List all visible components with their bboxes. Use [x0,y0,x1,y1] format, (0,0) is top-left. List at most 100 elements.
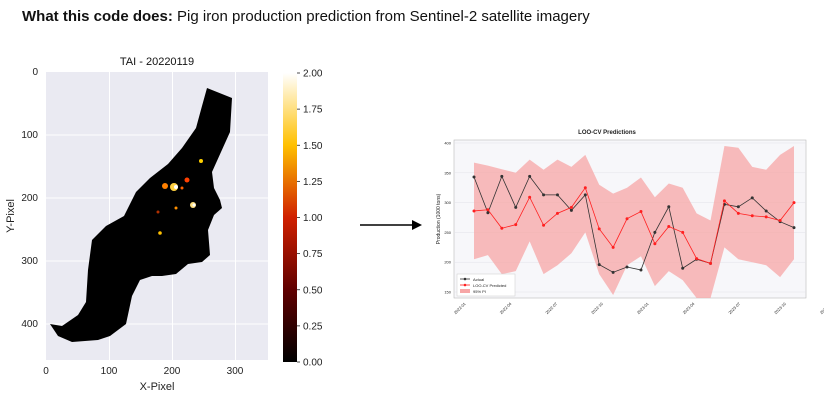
description-label: What this code does: [22,8,173,25]
legend-predicted: LOO-CV Predicted [473,283,506,288]
chart-y-tick: 300 [444,200,451,205]
chart-y-axis-label: Production (1000 tons) [436,193,442,244]
predicted-point [542,223,546,227]
heatmap-figure: TAI - 20220119 [0,40,360,400]
predicted-point [667,224,671,228]
predicted-point [514,223,518,227]
chart-y-tick: 250 [444,230,451,235]
predicted-point [597,227,601,231]
colorbar-tick: 1.25 [303,177,323,188]
loo-cv-chart-svg: LOO-CV Predictions 150 200 250 300 350 400 202… [436,130,824,315]
chart-x-tick: 2024-01 [819,301,824,315]
predicted-point [472,209,476,213]
actual-point [597,263,601,267]
legend-actual: Actual [473,277,484,282]
actual-point [667,205,671,209]
actual-point [514,205,518,209]
predicted-point [750,214,754,218]
y-tick: 200 [21,193,38,204]
heatmap-title: TAI - 20220119 [119,56,195,68]
description-heading: What this code does: Pig iron production… [22,7,590,27]
colorbar-tick: 0.25 [303,321,323,332]
prediction-interval-band [474,145,794,298]
colorbar-tick: 1.00 [303,213,323,224]
predicted-point [500,226,504,230]
predicted-point [722,199,726,203]
colorbar-tick: 1.50 [303,141,323,152]
y-tick: 0 [32,67,38,78]
predicted-point [709,261,713,265]
actual-point [500,174,504,178]
x-tick: 200 [164,366,181,377]
y-tick: 400 [21,319,38,330]
predicted-point [611,245,615,249]
predicted-point [639,210,643,214]
heatmap-svg: 0 100 200 300 0 100 200 300 400 X-Pixel … [5,67,323,393]
colorbar-tick: 1.75 [303,105,323,116]
chart-y-tick: 350 [444,170,451,175]
x-tick: 100 [101,366,118,377]
chart-x-tick: 2022-10 [590,301,604,315]
chart-x-tick: 2023-07 [727,301,741,315]
predicted-series-line [473,186,795,264]
actual-series-line [473,175,795,273]
site-mask [50,88,232,342]
colorbar-tick: 0.50 [303,285,323,296]
colorbar-tick: 0.75 [303,249,323,260]
actual-point [583,193,587,197]
predicted-point [569,205,573,209]
chart-legend: Actual LOO-CV Predicted 95% PI [456,273,516,297]
loo-cv-chart: LOO-CV Predictions 150 200 250 300 350 400 202… [432,124,824,320]
chart-title: LOO-CV Predictions [578,130,636,136]
predicted-point [792,201,796,205]
actual-point [472,175,476,179]
chart-y-tick: 150 [444,290,451,295]
actual-point [653,230,657,234]
actual-point [486,211,490,215]
description-text: Pig iron production prediction from Sent… [172,8,590,25]
y-tick: 300 [21,256,38,267]
actual-point [555,193,559,197]
predicted-point [625,217,629,221]
actual-point [764,209,768,213]
predicted-point [583,186,587,190]
actual-point [611,270,615,274]
x-tick: 300 [227,366,244,377]
x-tick: 0 [43,366,49,377]
chart-x-tick: 2022-04 [499,301,513,315]
predicted-point [653,242,657,246]
predicted-point [736,211,740,215]
predicted-point [764,215,768,219]
colorbar-tick: 0.00 [303,358,323,369]
predicted-point [778,218,782,222]
predicted-point [486,208,490,212]
actual-point [542,193,546,197]
actual-point [625,265,629,269]
chart-x-tick: 2022-07 [544,301,558,315]
chart-x-tick: 2023-01 [636,301,650,315]
actual-point [569,208,573,212]
right-arrow-icon [360,220,422,230]
hot-spots [156,159,203,235]
chart-x-tick: 2022-01 [453,301,467,315]
predicted-point [528,195,532,199]
chart-x-tick: 2023-04 [682,301,696,315]
colorbar-tick: 2.00 [303,69,323,80]
actual-point [528,174,532,178]
y-axis-label: Y-Pixel [5,199,17,233]
actual-point [736,205,740,209]
actual-point [681,266,685,270]
legend-interval: 95% PI [473,289,486,294]
predicted-point [681,230,685,234]
chart-y-tick: 200 [444,260,451,265]
x-axis-label: X-Pixel [140,381,175,393]
colorbar [283,73,297,362]
predicted-point [555,211,559,215]
y-tick: 100 [21,130,38,141]
actual-point [639,268,643,272]
actual-point [792,226,796,230]
chart-y-tick: 400 [444,140,451,145]
actual-point [750,196,754,200]
predicted-point [695,257,699,261]
chart-x-tick: 2023-10 [773,301,787,315]
